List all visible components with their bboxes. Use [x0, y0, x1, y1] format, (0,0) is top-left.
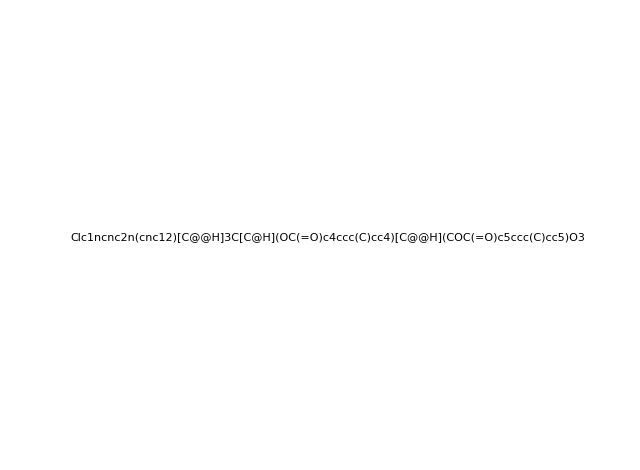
Text: Clc1ncnc2n(cnc12)[C@@H]3C[C@H](OC(=O)c4ccc(C)cc4)[C@@H](COC(=O)c5ccc(C)cc5)O3: Clc1ncnc2n(cnc12)[C@@H]3C[C@H](OC(=O)c4c… — [70, 232, 586, 243]
